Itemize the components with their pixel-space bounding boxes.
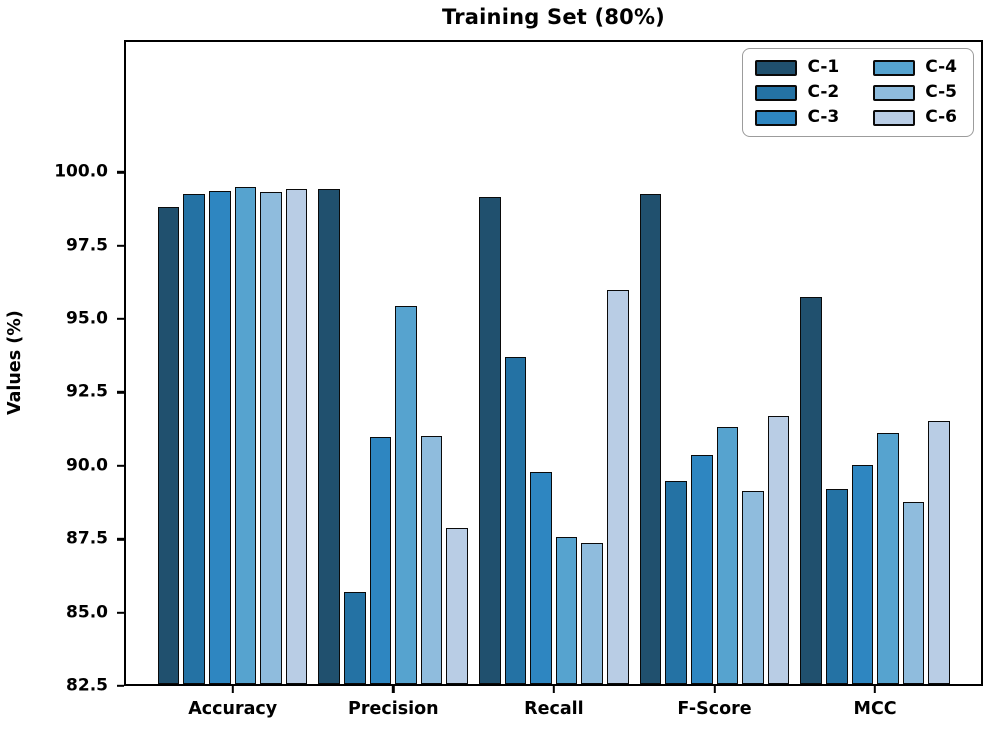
legend-item-c-3: C-3 [755,109,839,126]
bar-accuracy-c-2 [183,193,206,684]
bar-mcc-c-1 [800,297,822,684]
legend-label-c-4: C-4 [925,57,957,77]
x-tick-label-recall: Recall [524,699,584,719]
legend-label-c-2: C-2 [807,82,840,102]
y-tick-mark [117,391,124,394]
x-tick-label-f-score: F-Score [677,699,752,719]
x-tick-label-precision: Precision [348,699,439,719]
bar-mcc-c-2 [825,488,848,684]
legend-swatch-c-1 [755,59,798,76]
bar-f-score-c-2 [665,481,687,684]
y-tick-label: 92.5 [66,381,108,402]
legend-item-c-5: C-5 [873,84,957,101]
legend-item-c-4: C-4 [873,59,957,76]
bar-accuracy-c-1 [157,206,180,684]
bar-accuracy-c-4 [234,186,257,684]
legend-item-c-2: C-2 [755,84,839,101]
bars-layer [126,42,981,684]
legend-label-c-5: C-5 [925,82,957,102]
y-tick-label: 87.5 [66,528,108,549]
x-tick-label-mcc: MCC [853,699,897,719]
x-tick-mark [552,686,556,693]
bar-f-score-c-5 [742,491,764,684]
y-tick-label: 82.5 [66,675,108,696]
legend: C-1 C-2 C-3 C-4 C-5 C-6 [742,48,974,137]
legend-label-c-1: C-1 [807,57,840,77]
x-tick-label-accuracy: Accuracy [188,699,278,719]
bar-precision-c-2 [344,592,366,684]
bar-recall-c-3 [530,472,552,684]
x-tick-mark [873,686,877,693]
x-tick-mark [392,686,395,693]
y-tick-label: 85.0 [66,602,108,623]
legend-label-c-6: C-6 [925,107,957,127]
bar-precision-c-3 [369,437,392,684]
legend-swatch-c-6 [873,109,916,126]
legend-item-c-1: C-1 [755,59,839,76]
y-tick-mark [117,244,124,247]
y-tick-label: 100.0 [54,161,108,182]
bar-mcc-c-4 [877,433,899,684]
y-tick-mark [117,317,124,321]
y-tick-mark [117,464,124,467]
legend-label-c-3: C-3 [807,107,840,127]
legend-swatch-c-3 [755,109,798,126]
bar-recall-c-5 [581,542,604,684]
x-tick-mark [713,686,716,693]
y-tick-mark [117,170,124,174]
legend-swatch-c-5 [873,84,916,101]
bar-mcc-c-6 [928,421,950,684]
bar-recall-c-4 [555,536,578,684]
y-tick-label: 97.5 [66,235,108,256]
bar-f-score-c-6 [767,415,790,684]
chart-title: Training Set (80%) [442,5,665,29]
bar-precision-c-6 [446,527,469,684]
bar-f-score-c-4 [716,427,739,684]
y-axis-label: Values (%) [5,310,25,416]
bar-accuracy-c-5 [260,192,282,684]
y-tick-label: 90.0 [66,455,108,476]
y-tick-mark [117,684,124,688]
plot-area: C-1 C-2 C-3 C-4 C-5 C-6 [124,40,983,686]
bar-mcc-c-3 [851,465,874,684]
bar-precision-c-4 [395,306,417,684]
y-tick-mark [117,537,124,541]
legend-swatch-c-4 [873,59,916,76]
x-tick-mark [231,686,234,693]
bar-precision-c-5 [420,436,443,684]
legend-item-c-6: C-6 [873,109,957,126]
bar-recall-c-6 [607,290,629,684]
y-tick-mark [117,611,124,614]
y-tick-label: 95.0 [66,308,108,329]
bar-f-score-c-1 [639,193,662,684]
legend-swatch-c-2 [755,84,798,101]
bar-accuracy-c-6 [285,189,308,684]
bar-accuracy-c-3 [209,190,231,684]
bar-f-score-c-3 [690,454,713,684]
bar-mcc-c-5 [902,501,925,684]
bar-precision-c-1 [318,189,341,684]
bar-recall-c-2 [504,357,527,684]
bar-recall-c-1 [479,196,501,684]
